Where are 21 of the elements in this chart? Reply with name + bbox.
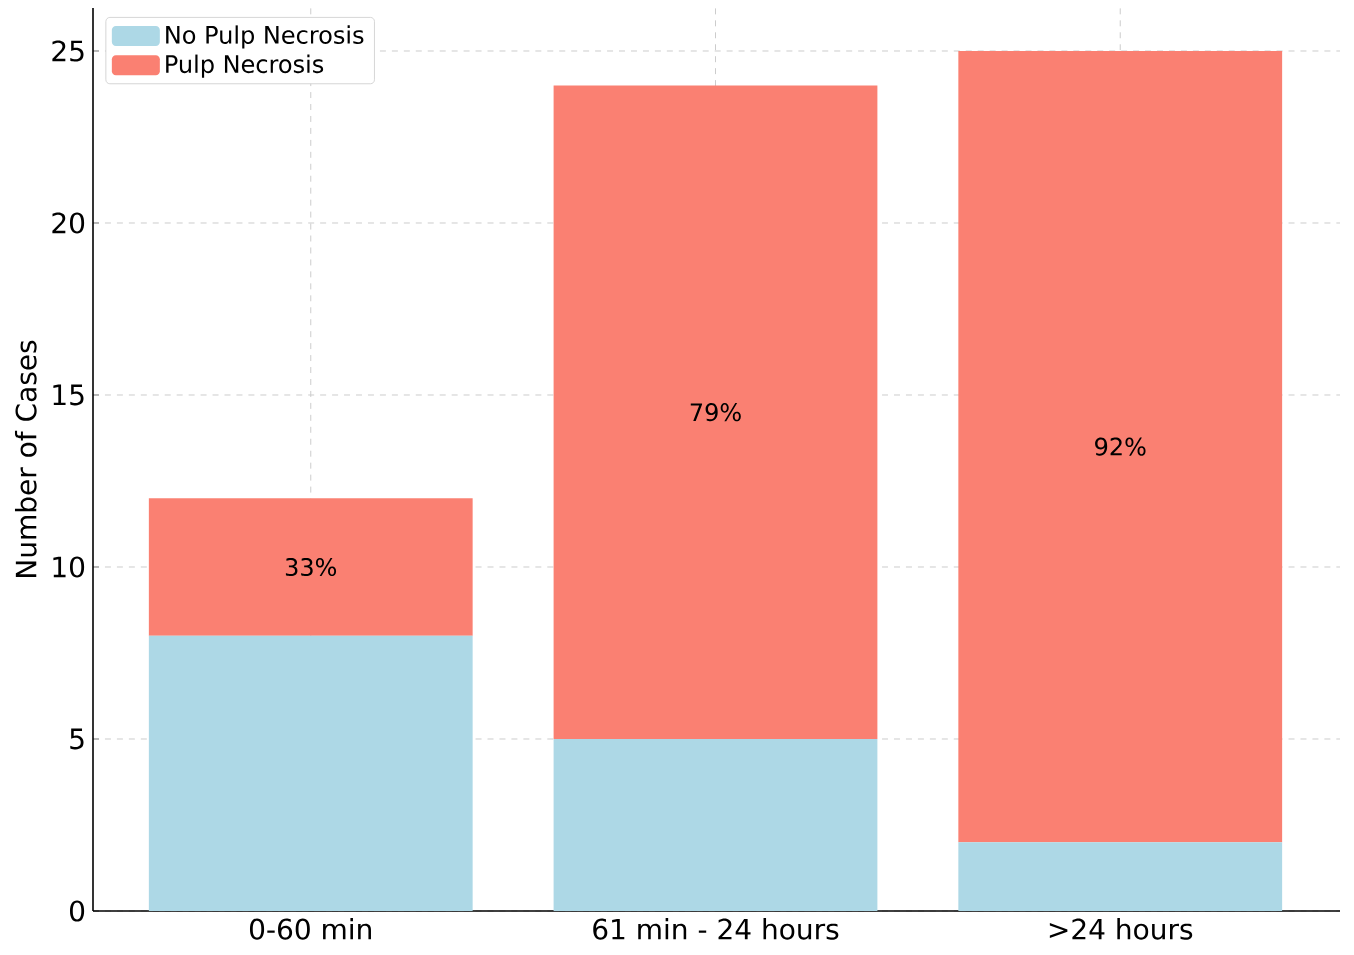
legend-label: No Pulp Necrosis xyxy=(166,25,364,49)
y-axis-title: Number of Cases xyxy=(14,340,37,577)
legend-label: Pulp Necrosis xyxy=(166,54,324,78)
y-tick-label: 25 xyxy=(52,40,84,62)
bar xyxy=(148,498,473,636)
x-tick-label: 0-60 min xyxy=(249,918,371,940)
bar xyxy=(958,50,1283,843)
x-tick-label: >24 hours xyxy=(1049,918,1193,940)
annotation: 33% xyxy=(285,557,337,577)
annotation: 92% xyxy=(1095,437,1146,456)
y-tick-label: 15 xyxy=(53,384,84,406)
y-tick-label: 5 xyxy=(70,728,84,750)
bar xyxy=(553,739,878,911)
y-tick-label: 0 xyxy=(69,900,85,922)
x-tick-label: 61 min - 24 hours xyxy=(593,918,839,940)
bar xyxy=(553,85,878,739)
bar xyxy=(148,635,473,911)
bar xyxy=(958,842,1283,911)
annotation: 79% xyxy=(690,403,741,422)
y-tick-label: 10 xyxy=(53,556,85,578)
y-tick-label: 20 xyxy=(52,212,85,234)
